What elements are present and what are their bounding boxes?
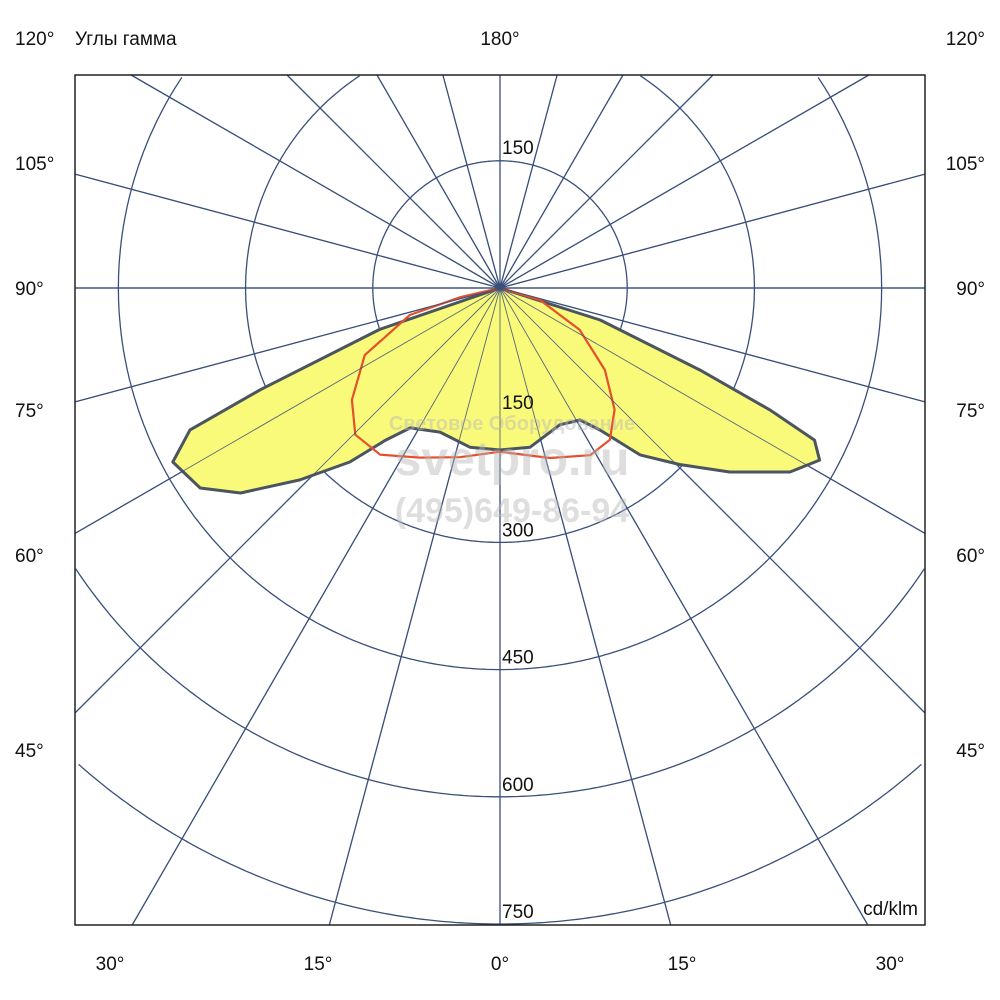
angle-label-left: 105° (15, 154, 54, 175)
grid-spoke-195 (442, 74, 501, 289)
grid-spoke-315 (74, 287, 501, 714)
intensity-curve-1 (171, 286, 822, 495)
radial-label-300: 300 (502, 520, 534, 541)
angle-label-left: 75° (15, 401, 44, 422)
grid-spoke-285 (74, 287, 501, 403)
radial-label-450: 450 (502, 648, 534, 669)
grid-spoke-165 (499, 74, 558, 289)
top-angle-label: 180° (480, 29, 519, 50)
grid-spoke-240 (130, 74, 501, 289)
angle-label-right: 90° (956, 279, 985, 300)
radial-label-600: 600 (502, 775, 534, 796)
grid-circle-300 (244, 75, 756, 544)
angle-label-left: 45° (15, 741, 44, 762)
grid-circle-600 (75, 568, 925, 798)
plot-frame (74, 74, 926, 926)
grid-spoke-255 (74, 173, 501, 289)
grid-spoke-300 (74, 287, 501, 534)
grid-spoke-345 (328, 287, 501, 926)
unit-label: cd/klm (863, 899, 918, 920)
bottom-angle-label: 0° (491, 954, 509, 975)
radial-label-150: 150 (502, 393, 534, 414)
grid-spoke-225 (286, 74, 501, 289)
radial-tick-labels: 150 300 450 600 750 150 (502, 138, 534, 923)
radial-label-750: 750 (502, 902, 534, 923)
intensity-curves (171, 286, 822, 495)
angle-label-right: 60° (956, 546, 985, 567)
grid-spoke-150 (499, 74, 624, 289)
angle-label-left: 60° (15, 546, 44, 567)
grid-spoke-210 (376, 74, 501, 289)
chart-title: Углы гамма (75, 29, 177, 50)
grid-spoke-60 (499, 287, 926, 534)
watermark-company: Световое Оборудование (389, 413, 635, 435)
radial-label-top: 150 (502, 138, 534, 159)
angle-label-left: 120° (15, 29, 54, 50)
watermark-phone: (495)649-86-94 (395, 492, 629, 530)
watermark: Световое Оборудование svetpro.ru (495)64… (389, 413, 635, 530)
grid-spoke-330 (131, 287, 501, 926)
angle-label-right: 120° (946, 29, 985, 50)
watermark-site: svetpro.ru (395, 433, 630, 486)
grid-spoke-135 (499, 74, 714, 289)
grid-spoke-30 (499, 287, 869, 926)
bottom-angle-label: 30° (96, 954, 125, 975)
grid-spoke-45 (499, 287, 926, 714)
grid-spoke-15 (499, 287, 672, 926)
bottom-angle-label: 30° (876, 954, 905, 975)
grid-spoke-75 (499, 287, 926, 403)
grid-spoke-105 (499, 173, 926, 289)
angle-label-left: 90° (15, 279, 44, 300)
intensity-curve-2 (350, 286, 616, 460)
grid-spoke-120 (499, 74, 870, 289)
bottom-angle-label: 15° (304, 954, 333, 975)
grid-circle-450 (117, 77, 883, 671)
angle-labels: 120° 120° 105° 105° 90° 90° 75° 75° 60° 60° 45° 45°… (15, 29, 985, 975)
grid-circle-750 (78, 763, 922, 925)
angle-label-right: 45° (956, 741, 985, 762)
angle-label-right: 75° (956, 401, 985, 422)
polar-grid-overlay (74, 74, 926, 926)
bottom-angle-label: 15° (668, 954, 697, 975)
angle-label-right: 105° (946, 154, 985, 175)
